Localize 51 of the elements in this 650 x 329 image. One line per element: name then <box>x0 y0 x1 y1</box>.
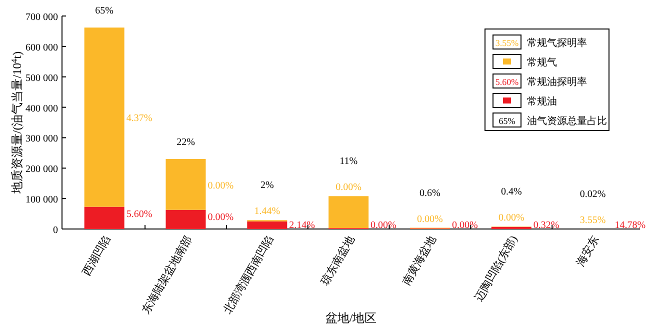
bar <box>166 210 206 229</box>
annotation: 14.78% <box>614 220 646 231</box>
annotation: 0.00% <box>452 220 478 231</box>
annotation: 0.00% <box>370 220 396 231</box>
bar <box>328 196 369 228</box>
annotation: 5.60% <box>126 208 152 220</box>
annotation: 0.02% <box>580 189 606 200</box>
annotation: 0.00% <box>208 180 234 192</box>
annotation: 0.32% <box>533 220 560 231</box>
x-tick-label: 西湖凹陷 <box>80 234 114 278</box>
x-tick-label: 北部湾涠西南凹陷 <box>220 233 276 316</box>
y-tick-label: 300 000 <box>26 134 58 145</box>
annotation: 0.00% <box>208 212 234 223</box>
bar <box>84 28 124 207</box>
annotation: 65% <box>498 116 516 126</box>
y-tick-label: 400 000 <box>26 103 58 114</box>
y-tick-label: 700 000 <box>26 12 58 23</box>
legend-label: 常规油 <box>527 96 557 108</box>
bar <box>166 159 206 210</box>
x-tick-label: 海安东 <box>574 233 602 268</box>
annotation: 2% <box>260 180 274 192</box>
legend-label: 常规气 <box>527 56 557 68</box>
annotation: 65% <box>95 6 114 17</box>
annotation: 0.4% <box>500 186 522 198</box>
annotation: 常规气探明率 <box>527 37 587 49</box>
x-tick-label: 东海陆架盆地南部 <box>139 233 195 316</box>
annotation: 4.37% <box>126 113 152 124</box>
annotation: 11% <box>340 156 358 168</box>
annotation: 0.00% <box>498 212 524 224</box>
annotation: 1.44% <box>254 206 280 218</box>
y-tick-label: 0 <box>53 225 58 236</box>
annotation: 0.6% <box>420 188 440 199</box>
y-tick-label: 100 000 <box>26 194 58 206</box>
bar <box>247 221 288 229</box>
y-tick-label: 500 000 <box>26 72 58 84</box>
x-tick-label: 南黄海盆地 <box>400 233 439 288</box>
y-tick-label: 600 000 <box>26 42 58 54</box>
annotation: 5.60% <box>495 77 520 87</box>
x-tick-label: 迈陶凹陷(东部) <box>472 232 520 304</box>
annotation: 22% <box>176 137 195 148</box>
annotation: 3.55% <box>580 215 606 226</box>
annotation: 3.55% <box>495 38 520 48</box>
annotation: 常规油探明率 <box>527 76 587 88</box>
annotation: 油气资源总量占比 <box>527 115 607 127</box>
x-axis-title: 盆地/地区 <box>325 311 377 325</box>
annotation: 2.14% <box>289 220 315 231</box>
y-tick-label: 200 000 <box>26 164 58 176</box>
bar <box>84 206 124 229</box>
annotation: 0.00% <box>417 214 443 225</box>
x-tick-label: 琼东南盆地 <box>318 233 358 288</box>
annotation: 0.00% <box>336 182 362 194</box>
